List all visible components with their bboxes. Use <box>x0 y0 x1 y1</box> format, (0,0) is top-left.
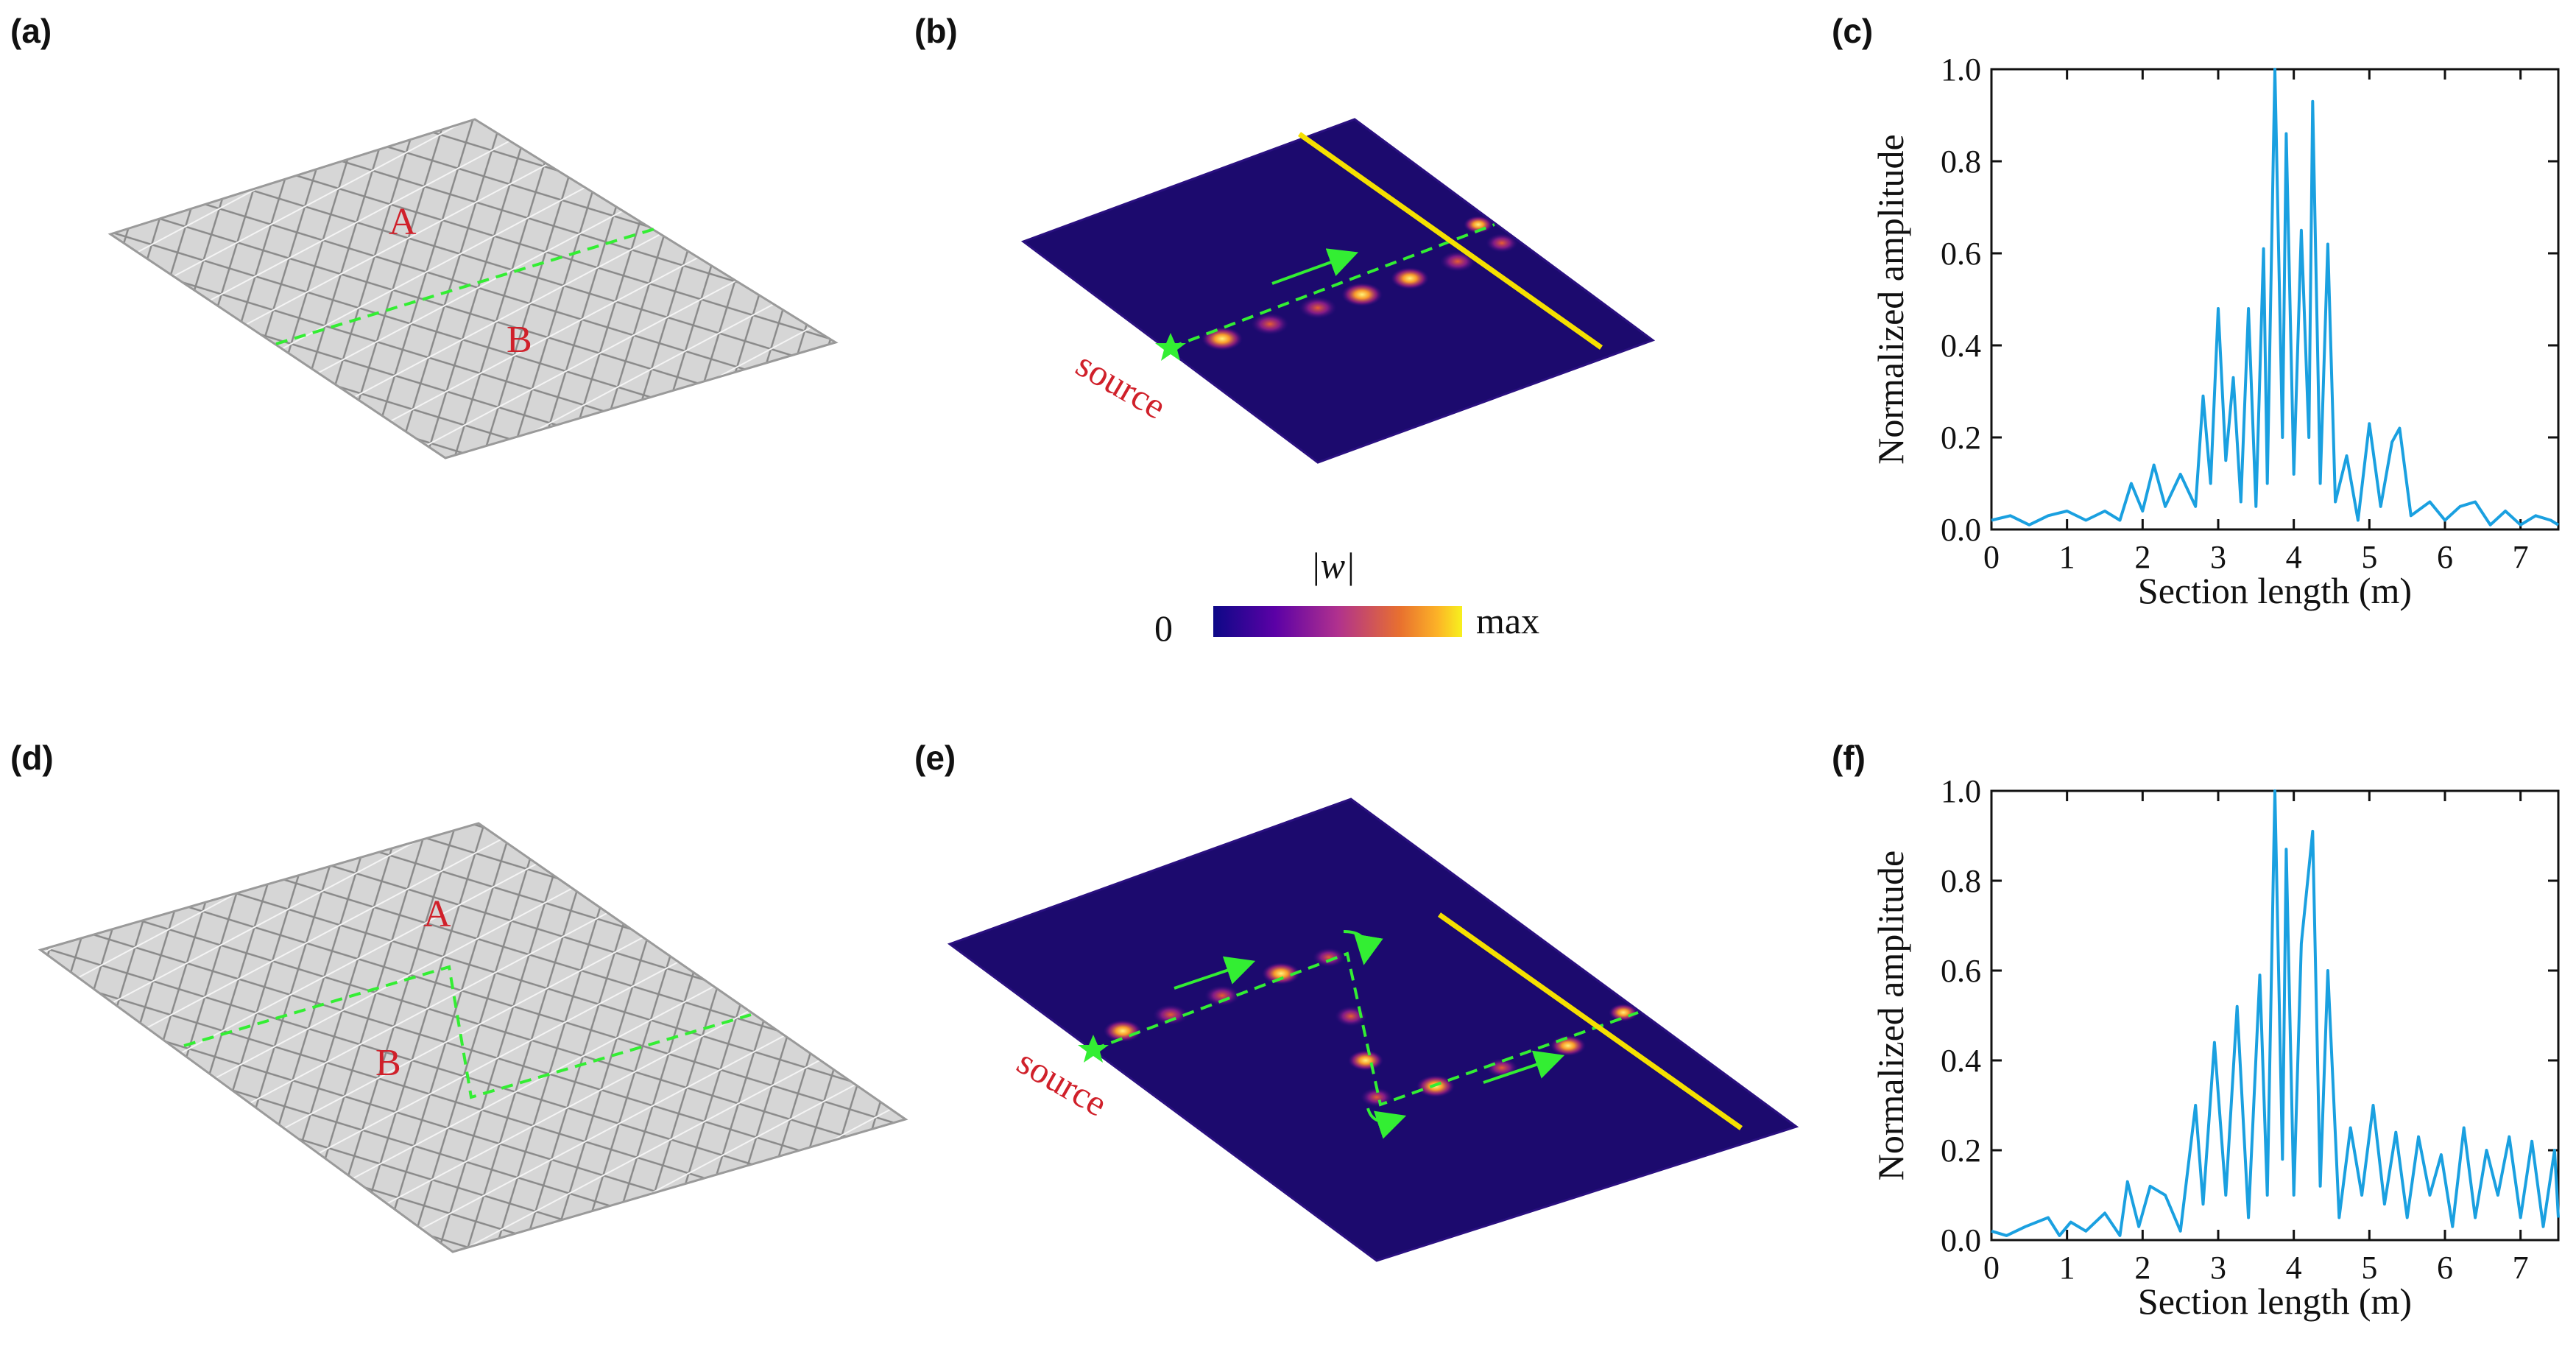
panel-d: (d) A B <box>10 739 908 1253</box>
colorbar-gradient <box>1213 606 1462 637</box>
colorbar-min: 0 <box>1154 608 1173 649</box>
x-tick-label: 4 <box>2286 1250 2302 1286</box>
propagation-arrow-e1 <box>1174 956 1256 990</box>
x-tick-label: 7 <box>2513 1250 2529 1286</box>
y-tick-label: 1.0 <box>1941 52 1981 88</box>
cut-line-e <box>1437 912 1743 1130</box>
y-tick-label: 0.8 <box>1941 863 1981 899</box>
region-a-label-d: A <box>423 893 451 935</box>
field-hotspots-b <box>1201 216 1518 351</box>
x-tick-label: 1 <box>2059 539 2075 575</box>
y-axis-label: Normalized amplitude <box>1870 851 1911 1180</box>
x-tick-label: 5 <box>2361 1250 2377 1286</box>
turn-arrow-e2 <box>1366 1108 1407 1139</box>
propagation-arrow-b <box>1271 248 1359 285</box>
y-tick-label: 0.2 <box>1941 1133 1981 1169</box>
x-axis-label: Section length (m) <box>2138 1281 2412 1322</box>
series-line-amplitude <box>1991 68 2560 527</box>
panel-label-a: (a) <box>10 12 52 50</box>
chart-c: (c) 0.0 0.2 0.4 0.6 0.8 1.0 0 1 2 3 4 5 6 7 Section len… <box>1832 12 2560 611</box>
y-tick-label: 0.2 <box>1941 420 1981 456</box>
x-tick-label: 7 <box>2513 539 2529 575</box>
x-axis-label: Section length (m) <box>2138 570 2412 611</box>
y-tick-label: 0.6 <box>1941 236 1981 272</box>
region-b-label: B <box>507 319 532 361</box>
y-axis-label: Normalized amplitude <box>1870 134 1911 464</box>
panel-b: (b) source <box>914 12 1656 464</box>
x-tick-label: 6 <box>2437 1250 2453 1286</box>
waveguide-path-e <box>1093 951 1639 1107</box>
y-tick-label: 0.0 <box>1941 1222 1981 1258</box>
x-tick-label: 3 <box>2210 1250 2226 1286</box>
panel-label-b: (b) <box>914 12 958 50</box>
series-line-amplitude <box>1991 789 2560 1237</box>
y-tick-label: 0.0 <box>1941 512 1981 548</box>
x-tick-label: 5 <box>2361 539 2377 575</box>
field-plate-e <box>947 798 1799 1262</box>
origami-plate-a <box>107 118 839 460</box>
x-tick-label: 3 <box>2210 539 2226 575</box>
x-tick-label: 6 <box>2437 539 2453 575</box>
colorbar: |w| 0 max <box>1154 545 1539 649</box>
x-tick-label: 2 <box>2134 539 2150 575</box>
interface-line-d <box>183 965 752 1099</box>
field-plate-b <box>1020 118 1656 464</box>
colorbar-max: max <box>1476 600 1539 641</box>
interface-line-a <box>275 227 657 345</box>
y-tick-label: 1.0 <box>1941 773 1981 809</box>
y-tick-label: 0.8 <box>1941 144 1981 180</box>
y-tick-label: 0.4 <box>1941 328 1981 364</box>
x-tick-label: 4 <box>2286 539 2302 575</box>
panel-label-e: (e) <box>914 739 956 777</box>
x-tick-label: 0 <box>1983 1250 2000 1286</box>
turn-arrow-e1 <box>1343 930 1383 965</box>
waveguide-path-b <box>1170 223 1495 349</box>
colorbar-title: |w| <box>1310 545 1355 586</box>
y-tick-label: 0.4 <box>1941 1043 1981 1079</box>
panel-label: (c) <box>1832 12 1873 50</box>
source-star-icon-e <box>1078 1035 1109 1063</box>
origami-plate-d <box>38 822 908 1253</box>
cut-line-b <box>1297 132 1603 350</box>
x-tick-label: 1 <box>2059 1250 2075 1286</box>
panel-e: (e) source <box>914 739 1799 1262</box>
panel-label: (f) <box>1832 739 1866 777</box>
region-b-label-d: B <box>375 1042 401 1084</box>
source-label-b: source <box>1070 343 1174 427</box>
x-tick-label: 2 <box>2134 1250 2150 1286</box>
y-tick-label: 0.6 <box>1941 953 1981 989</box>
propagation-arrow-e2 <box>1483 1050 1565 1084</box>
source-star-icon <box>1155 333 1186 361</box>
region-a-label: A <box>389 201 417 243</box>
panel-a: (a) A B <box>10 12 839 460</box>
field-hotspots-e <box>1104 948 1638 1107</box>
chart-f: (f) 0.0 0.2 0.4 0.6 0.8 1.0 0 1 2 3 4 5 6 7 Section len… <box>1832 739 2560 1322</box>
x-tick-label: 0 <box>1983 539 2000 575</box>
panel-label-d: (d) <box>10 739 54 777</box>
